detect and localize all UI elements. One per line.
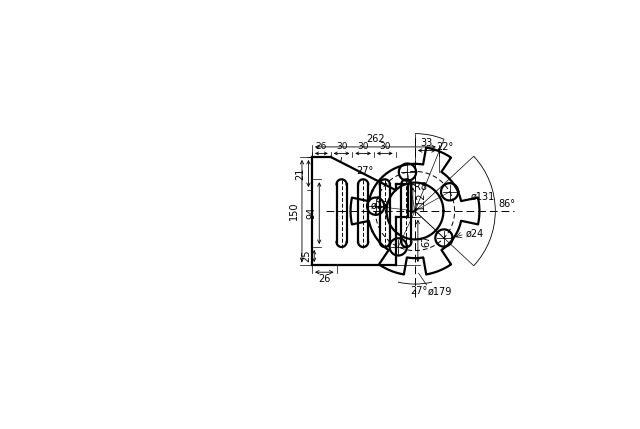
- Text: ø79: ø79: [371, 200, 389, 210]
- Text: 30: 30: [357, 142, 369, 151]
- Text: 30: 30: [379, 142, 390, 151]
- Text: 26: 26: [318, 274, 330, 284]
- Text: 86°: 86°: [498, 199, 515, 209]
- Text: 27°: 27°: [410, 286, 428, 296]
- Text: 30: 30: [336, 142, 348, 151]
- Text: 33: 33: [420, 138, 433, 148]
- Text: 94: 94: [307, 207, 316, 219]
- Text: 150: 150: [289, 202, 299, 220]
- Text: 26: 26: [316, 142, 327, 151]
- Text: 112: 112: [416, 191, 426, 210]
- Text: ø131: ø131: [471, 192, 495, 202]
- Text: R8: R8: [414, 181, 428, 191]
- Text: 22°: 22°: [436, 142, 454, 152]
- Text: 27°: 27°: [356, 166, 374, 176]
- Text: ø24: ø24: [466, 229, 484, 239]
- Text: 21: 21: [296, 167, 305, 180]
- Text: 262: 262: [366, 134, 385, 144]
- Text: 25: 25: [301, 250, 311, 262]
- Text: ø179: ø179: [428, 287, 452, 297]
- Text: 67: 67: [421, 235, 431, 247]
